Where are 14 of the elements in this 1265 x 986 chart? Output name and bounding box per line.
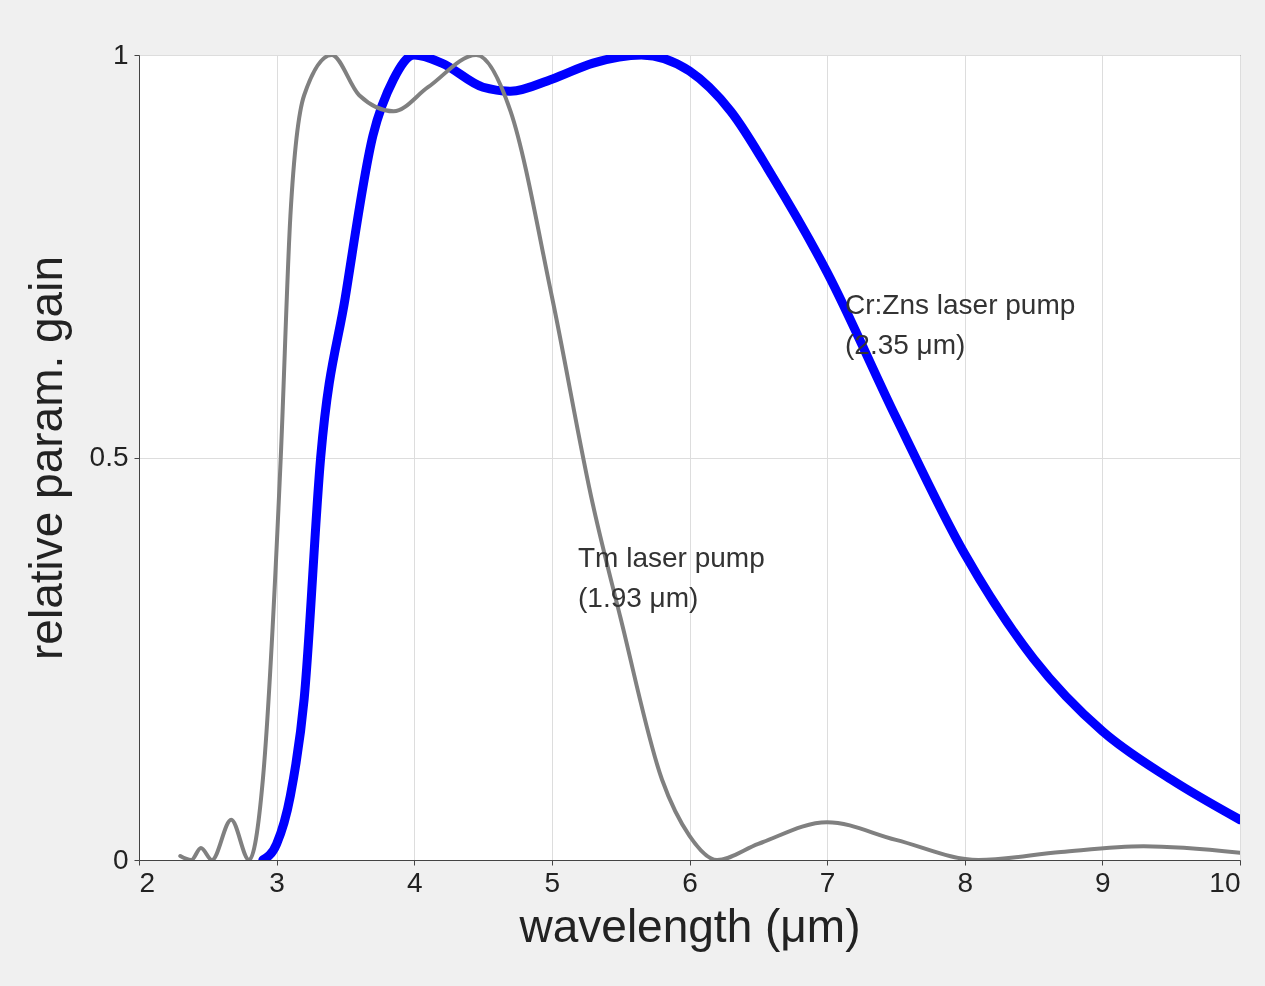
x-tick-label: 2 (139, 866, 156, 898)
x-tick-label: 3 (269, 866, 285, 898)
x-tick-label: 9 (1095, 866, 1111, 898)
y-axis-title: relative param. gain (19, 256, 72, 660)
x-tick-label: 10 (1209, 866, 1241, 898)
y-tick-label: 1 (112, 38, 129, 70)
x-tick-label: 4 (406, 866, 423, 898)
x-tick-label: 6 (682, 866, 698, 898)
y-tick-label: 0.5 (89, 441, 129, 472)
x-axis-title: wavelength (μm) (518, 899, 861, 952)
y-tick-label: 0 (112, 843, 129, 875)
x-tick-label: 7 (819, 866, 836, 898)
x-tick-label: 8 (957, 866, 974, 898)
x-tick-label: 5 (544, 866, 561, 898)
